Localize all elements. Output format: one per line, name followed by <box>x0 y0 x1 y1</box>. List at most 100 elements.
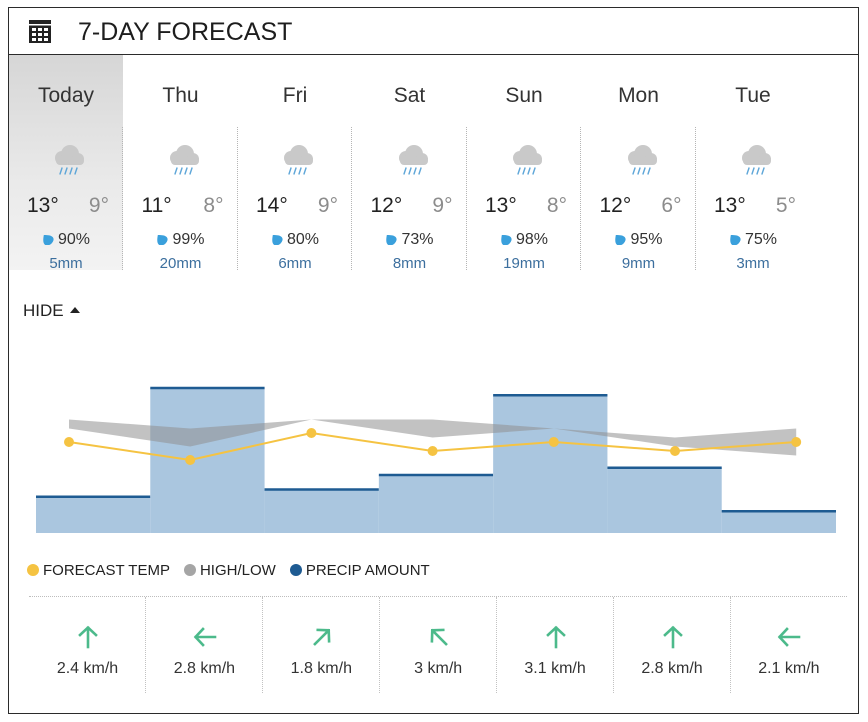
wind-speed: 3 km/h <box>414 660 463 677</box>
high-temp: 12° <box>370 194 403 217</box>
low-temp: 8° <box>203 194 224 217</box>
rain-cloud-icon <box>284 145 313 175</box>
wind-column: 3.1 km/h <box>497 597 614 693</box>
legend-dot <box>183 564 196 576</box>
precip-chance: 75% <box>696 231 810 249</box>
precip-amount: 3mm <box>736 255 770 272</box>
wind-column: 2.8 km/h <box>614 597 731 693</box>
precip-chance-value: 73% <box>401 231 434 248</box>
wind-direction-icon <box>78 625 98 649</box>
low-temp: 5° <box>775 194 796 217</box>
legend-dot <box>289 564 302 576</box>
precip-chance: 90% <box>9 231 123 249</box>
wind-speed: 2.4 km/h <box>56 660 119 677</box>
forecast-temp-point <box>185 455 196 465</box>
column-divider <box>236 127 238 270</box>
low-temp: 9° <box>317 194 338 217</box>
wind-direction-icon <box>430 628 448 646</box>
high-temp: 14° <box>256 194 288 217</box>
high-temp: 12° <box>599 194 632 217</box>
column-divider <box>378 597 380 693</box>
wind-column: 2.4 km/h <box>29 597 146 693</box>
legend-label: HIGH/LOW <box>199 562 276 579</box>
raindrop-icon <box>272 235 283 245</box>
hide-chart-toggle[interactable]: HIDE <box>23 301 80 321</box>
rain-cloud-icon <box>513 145 542 175</box>
forecast-temp-point <box>548 437 559 447</box>
precip-bar <box>607 467 722 533</box>
caret-up-icon <box>69 307 80 313</box>
column-divider <box>580 127 581 270</box>
precip-amount: 19mm <box>503 255 545 272</box>
day-name: Today <box>37 84 95 107</box>
precip-chance-value: 90% <box>57 231 91 248</box>
wind-direction-icon <box>312 628 331 646</box>
wind-speed: 3.1 km/h <box>524 660 586 677</box>
wind-speed: 2.8 km/h <box>173 660 236 677</box>
column-divider <box>694 127 696 270</box>
precip-chance: 80% <box>238 231 352 249</box>
day-column[interactable]: Today 13° 9° 90% 5mm <box>9 55 123 272</box>
high-temp: 11° <box>141 194 172 217</box>
day-name: Sat <box>393 84 426 107</box>
day-name: Thu <box>162 84 199 107</box>
precip-chance-value: 95% <box>630 231 663 248</box>
wind-direction-icon <box>778 627 801 647</box>
day-name: Mon <box>618 84 659 107</box>
wind-column: 3 km/h <box>380 597 497 693</box>
column-divider <box>122 127 123 270</box>
precip-chance-value: 98% <box>515 231 549 248</box>
day-column[interactable]: Mon 12° 6° 95% 9mm <box>582 55 696 272</box>
low-temp: 8° <box>546 194 567 217</box>
day-column[interactable]: Sun 13° 8° 98% 19mm <box>467 55 581 272</box>
wind-column: 2.8 km/h <box>146 597 263 693</box>
precip-chance-value: 99% <box>172 231 205 248</box>
raindrop-icon <box>730 235 741 245</box>
day-column[interactable]: Sat 12° 9° 73% 8mm <box>353 55 467 272</box>
day-name: Tue <box>735 84 771 107</box>
raindrop-icon <box>615 235 627 245</box>
forecast-temp-point <box>427 446 438 456</box>
precip-bar <box>150 388 265 533</box>
wind-column: 1.8 km/h <box>263 597 380 693</box>
day-column[interactable]: Thu 11° 8° 99% 20mm <box>124 55 238 272</box>
day-column[interactable]: Tue 13° 5° 75% 3mm <box>696 55 810 272</box>
precip-bar <box>36 496 151 533</box>
hide-label: HIDE <box>23 301 64 320</box>
chart-legend: FORECAST TEMP HIGH/LOW PRECIP AMOUNT <box>27 562 444 579</box>
high-temp: 13° <box>714 194 746 217</box>
day-columns: Today 13° 9° 90% 5mm Thu <box>9 55 858 272</box>
precip-chance: 99% <box>124 231 238 249</box>
rain-cloud-icon <box>55 145 84 175</box>
legend-item: PRECIP AMOUNT <box>289 562 430 579</box>
forecast-temp-point <box>670 446 680 456</box>
legend-label: PRECIP AMOUNT <box>305 562 430 579</box>
raindrop-icon <box>157 235 169 245</box>
calendar-icon <box>29 20 51 43</box>
precip-bar <box>493 395 608 533</box>
wind-direction-icon <box>662 625 683 649</box>
rain-cloud-icon <box>169 145 199 175</box>
precip-amount: 6mm <box>278 255 312 272</box>
low-temp: 9° <box>88 194 109 217</box>
legend-dot <box>27 564 39 576</box>
wind-speed: 1.8 km/h <box>290 660 352 677</box>
wind-divider <box>29 596 847 597</box>
low-temp: 6° <box>661 194 682 217</box>
column-divider <box>261 597 263 693</box>
high-low-band <box>69 419 797 456</box>
precip-bar <box>721 511 836 533</box>
precip-amount: 9mm <box>621 255 656 272</box>
rain-cloud-icon <box>742 145 771 175</box>
precip-chance: 73% <box>353 231 467 249</box>
column-divider <box>465 127 467 270</box>
forecast-header: 7-DAY FORECAST <box>9 8 858 55</box>
day-column[interactable]: Fri 14° 9° 80% 6mm <box>238 55 352 272</box>
precip-bar <box>378 475 494 533</box>
day-name: Fri <box>282 84 308 107</box>
wind-row: 2.4 km/h 2.8 km/h 1.8 km/h 3 km/h <box>29 597 847 693</box>
day-name: Sun <box>505 84 543 107</box>
column-divider <box>145 597 146 693</box>
precip-chance-value: 75% <box>744 231 778 248</box>
precip-amount: 8mm <box>392 255 427 272</box>
